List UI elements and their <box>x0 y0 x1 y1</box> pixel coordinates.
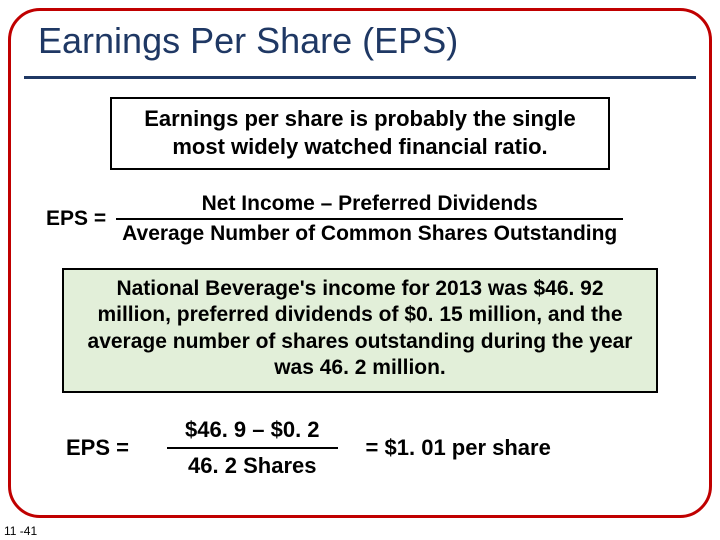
slide-title: Earnings Per Share (EPS) <box>38 20 702 62</box>
eps-formula-general: EPS = Net Income – Preferred Dividends A… <box>46 192 702 246</box>
formula-numerator: Net Income – Preferred Dividends <box>196 192 544 218</box>
example-box: National Beverage's income for 2013 was … <box>62 268 658 393</box>
eps-formula-example: EPS = $46. 9 – $0. 2 46. 2 Shares = $1. … <box>66 413 702 483</box>
formula-denominator: Average Number of Common Shares Outstand… <box>116 220 623 246</box>
example-lhs: EPS = <box>66 435 129 461</box>
example-result: = $1. 01 per share <box>366 435 551 461</box>
page-number: 11 -41 <box>4 524 37 538</box>
slide-container: Earnings Per Share (EPS) Earnings per sh… <box>0 0 720 540</box>
intro-box: Earnings per share is probably the singl… <box>110 97 610 170</box>
example-numerator: $46. 9 – $0. 2 <box>167 413 338 447</box>
formula-fraction: Net Income – Preferred Dividends Average… <box>116 192 623 246</box>
title-underline <box>24 76 696 79</box>
example-denominator: 46. 2 Shares <box>170 449 334 483</box>
formula-lhs: EPS = <box>46 207 106 231</box>
example-fraction: $46. 9 – $0. 2 46. 2 Shares <box>167 413 338 483</box>
